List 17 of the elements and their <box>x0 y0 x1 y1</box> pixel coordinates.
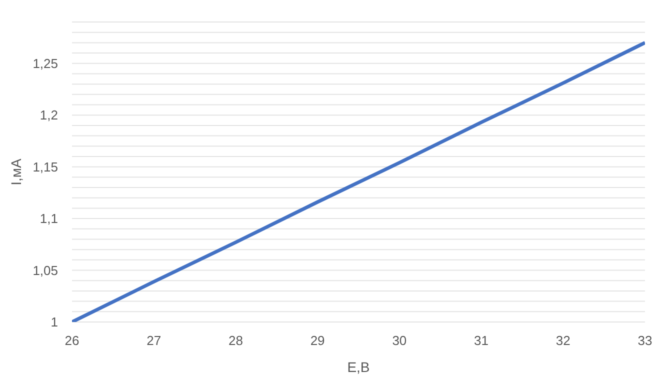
x-tick-label: 30 <box>392 333 407 348</box>
y-tick-label: 1,2 <box>40 108 58 123</box>
x-tick-label: 27 <box>146 333 162 348</box>
y-tick-label: 1,05 <box>32 262 58 278</box>
y-tick-label: 1,1 <box>40 211 58 226</box>
y-axis-title: I,мА <box>8 158 24 186</box>
x-tick-label: 33 <box>638 333 652 348</box>
x-axis-title: E,B <box>347 359 370 375</box>
x-tick-label: 26 <box>64 333 80 348</box>
x-tick-label: 28 <box>228 333 243 348</box>
y-tick-label: 1,15 <box>32 159 58 174</box>
y-tick-label: 1 <box>50 314 58 330</box>
line-series <box>72 40 645 322</box>
y-tick-label: 1,25 <box>32 56 58 71</box>
x-tick-label: 29 <box>310 333 325 348</box>
x-tick-label: 32 <box>556 333 570 348</box>
x-tick-label: 31 <box>474 333 489 348</box>
